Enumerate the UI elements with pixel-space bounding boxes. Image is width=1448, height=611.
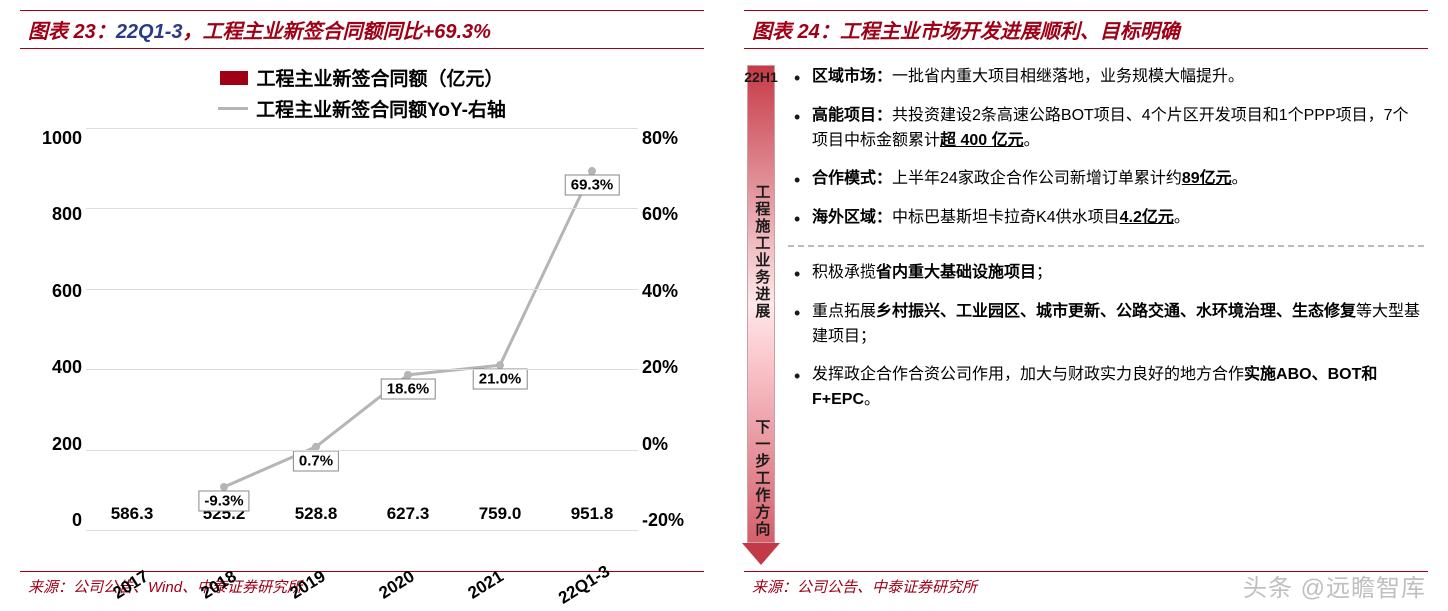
- legend-line: 工程主业新签合同额YoY-右轴: [218, 95, 506, 122]
- right-title: 图表 24：工程主业市场开发进展顺利、目标明确: [744, 10, 1428, 49]
- line-swatch: [218, 107, 248, 110]
- bar-value-label: 627.3: [387, 504, 430, 524]
- grid-line: [86, 369, 638, 370]
- arrow-seg-a: 工程施工业务进展: [752, 184, 771, 320]
- y-left-tick: 200: [34, 434, 82, 455]
- bullet-head: 高能项目：: [812, 107, 892, 124]
- section-a-list: 区域市场：一批省内重大项目相继落地，业务规模大幅提升。高能项目：共投资建设2条高…: [788, 65, 1424, 231]
- y-right-tick: 40%: [642, 281, 690, 302]
- bullet-text: 重点拓展: [812, 303, 876, 320]
- arrow-seg-b: 下一步工作方向: [752, 419, 771, 538]
- yoy-value-box: -9.3%: [198, 490, 249, 511]
- right-panel: 图表 24：工程主业市场开发进展顺利、目标明确 22H1 工程施工业务进展 下一…: [724, 0, 1448, 611]
- plot-area: 586.3525.2528.8627.3759.0951.8 -9.3%0.7%…: [86, 128, 638, 531]
- grid-line: [86, 530, 638, 531]
- title-rest: ，工程主业新签合同额同比+69.3%: [183, 21, 491, 43]
- legend-line-label: 工程主业新签合同额YoY-右轴: [256, 95, 506, 122]
- grid-line: [86, 208, 638, 209]
- arrow-column: 22H1 工程施工业务进展 下一步工作方向: [744, 65, 778, 565]
- yoy-value-box: 21.0%: [473, 369, 528, 390]
- yoy-value-box: 0.7%: [293, 450, 339, 471]
- y-left-tick: 400: [34, 357, 82, 378]
- y-left-tick: 0: [34, 510, 82, 531]
- chart-container: 工程主业新签合同额（亿元） 工程主业新签合同额YoY-右轴 1000 800 600…: [20, 59, 704, 571]
- right-body: 22H1 工程施工业务进展 下一步工作方向 区域市场：一批省内重大项目相继落地，…: [744, 59, 1428, 571]
- right-source: 来源：公司公告、中泰证券研究所: [744, 571, 1428, 601]
- left-panel: 图表 23：22Q1-3，工程主业新签合同额同比+69.3% 工程主业新签合同额…: [0, 0, 724, 611]
- bullet-text: 一批省内重大项目相继落地，业务规模大幅提升。: [892, 68, 1244, 85]
- bullet-text: 。: [1174, 209, 1190, 226]
- arrow-shaft: 22H1 工程施工业务进展 下一步工作方向: [747, 65, 775, 543]
- bullet-text: 积极承揽: [812, 264, 876, 281]
- y-right-tick: 60%: [642, 204, 690, 225]
- section-divider: [788, 245, 1424, 247]
- source-text-r: 公司公告、中泰证券研究所: [797, 579, 977, 596]
- y-left-tick: 800: [34, 204, 82, 225]
- yoy-value-box: 18.6%: [381, 378, 436, 399]
- bullet-text: 。: [1232, 170, 1248, 187]
- bullet-head: 区域市场：: [812, 68, 892, 85]
- bullets-area: 区域市场：一批省内重大项目相继落地，业务规模大幅提升。高能项目：共投资建设2条高…: [788, 65, 1424, 565]
- grid-line: [86, 450, 638, 451]
- grid-line: [86, 128, 638, 129]
- bullet-text: 中标巴基斯坦卡拉奇K4供水项目: [892, 209, 1120, 226]
- bullet-text: 4.2亿元: [1120, 209, 1174, 226]
- list-item: 海外区域：中标巴基斯坦卡拉奇K4供水项目4.2亿元。: [794, 206, 1424, 231]
- bar-value-label: 528.8: [295, 504, 338, 524]
- arrow-head-icon: [742, 543, 780, 565]
- bar-swatch: [220, 71, 248, 85]
- bullet-text: 省内重大基础设施项目: [876, 264, 1036, 281]
- x-axis-labels: 2017201820192020202122Q1-3: [86, 575, 638, 595]
- list-item: 区域市场：一批省内重大项目相继落地，业务规模大幅提升。: [794, 65, 1424, 90]
- list-item: 发挥政企合作合资公司作用，加大与财政实力良好的地方合作实施ABO、BOT和F+E…: [794, 363, 1424, 413]
- bullet-head: 海外区域：: [812, 209, 892, 226]
- bullet-text: 上半年24家政企合作公司新增订单累计约: [892, 170, 1182, 187]
- chart-legend: 工程主业新签合同额（亿元） 工程主业新签合同额YoY-右轴: [30, 64, 694, 122]
- y-axis-right: 80% 60% 40% 20% 0% -20%: [638, 128, 694, 561]
- list-item: 合作模式：上半年24家政企合作公司新增订单累计约89亿元。: [794, 167, 1424, 192]
- legend-bar-label: 工程主业新签合同额（亿元）: [256, 64, 503, 91]
- bar-value-label: 586.3: [111, 504, 154, 524]
- y-right-tick: 80%: [642, 128, 690, 149]
- bars-group: 586.3525.2528.8627.3759.0951.8: [86, 128, 638, 530]
- y-right-tick: 0%: [642, 434, 690, 455]
- bullet-text: 共投资建设2条高速公路BOT项目、4个片区开发项目和1个PPP项目，7个项目中标…: [812, 107, 1409, 149]
- title-rest-r: 工程主业市场开发进展顺利、目标明确: [840, 21, 1180, 43]
- source-prefix: 来源：: [28, 579, 73, 596]
- yoy-value-box: 69.3%: [565, 175, 620, 196]
- left-title: 图表 23：22Q1-3，工程主业新签合同额同比+69.3%: [20, 10, 704, 49]
- arrow-top-label: 22H1: [744, 70, 777, 85]
- y-axis-left: 1000 800 600 400 200 0: [30, 128, 86, 561]
- y-left-tick: 600: [34, 281, 82, 302]
- bullet-text: 乡村振兴、工业园区、城市更新、公路交通、水环境治理、生态修复: [876, 303, 1356, 320]
- source-prefix-r: 来源：: [752, 579, 797, 596]
- bullet-text: 89亿元: [1182, 170, 1232, 187]
- bullet-text: 。: [864, 391, 880, 408]
- title-prefix-r: 图表 24：: [752, 21, 840, 43]
- list-item: 积极承揽省内重大基础设施项目；: [794, 261, 1424, 286]
- title-prefix: 图表 23：: [28, 21, 116, 43]
- y-left-tick: 1000: [34, 128, 82, 149]
- bar-value-label: 759.0: [479, 504, 522, 524]
- x-tick-label: 22Q1-3: [555, 561, 614, 608]
- section-b-list: 积极承揽省内重大基础设施项目； 重点拓展乡村振兴、工业园区、城市更新、公路交通、水…: [788, 261, 1424, 413]
- legend-bar: 工程主业新签合同额（亿元）: [220, 64, 503, 91]
- title-blue-span: 22Q1-3: [116, 21, 183, 43]
- bullet-text: 超 400 亿元: [940, 132, 1024, 149]
- bar-value-label: 951.8: [571, 504, 614, 524]
- y-right-tick: -20%: [642, 510, 690, 531]
- chart-area: 10008006004002000 586.3525.2528.8627.375…: [30, 128, 694, 561]
- bullet-text: 发挥政企合作合资公司作用，加大与财政实力良好的地方合作: [812, 366, 1244, 383]
- bullet-text: ；: [1036, 264, 1052, 281]
- bullet-head: 合作模式：: [812, 170, 892, 187]
- list-item: 重点拓展乡村振兴、工业园区、城市更新、公路交通、水环境治理、生态修复等大型基建项…: [794, 300, 1424, 350]
- y-right-tick: 20%: [642, 357, 690, 378]
- bullet-text: 。: [1024, 132, 1040, 149]
- list-item: 高能项目：共投资建设2条高速公路BOT项目、4个片区开发项目和1个PPP项目，7…: [794, 104, 1424, 154]
- grid-line: [86, 289, 638, 290]
